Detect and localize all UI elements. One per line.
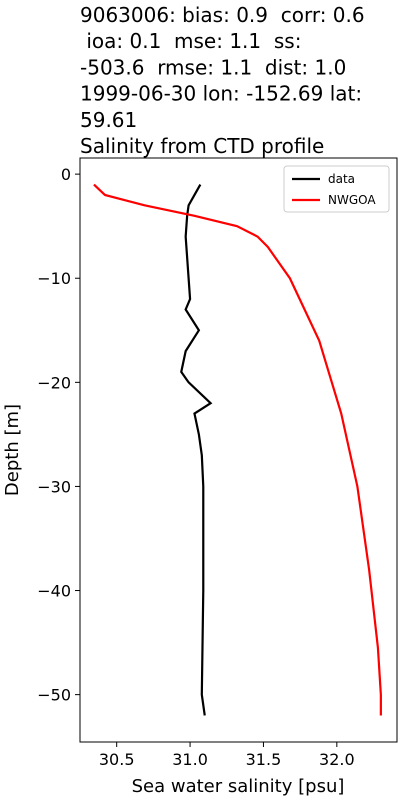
x-tick-label: 32.0: [319, 750, 355, 769]
x-tick-label: 30.5: [99, 750, 135, 769]
y-tick-label: 0: [61, 165, 71, 184]
title-line: -503.6 rmse: 1.1 dist: 1.0: [80, 55, 346, 79]
y-axis-label: Depth [m]: [2, 404, 23, 496]
x-axis-label: Sea water salinity [psu]: [132, 776, 345, 797]
y-tick-label: −20: [37, 373, 71, 392]
series-line: [180, 184, 213, 716]
title-block: 9063006: bias: 0.9 corr: 0.6 ioa: 0.1 ms…: [80, 3, 365, 158]
title-line: Salinity from CTD profile: [80, 134, 324, 158]
title-line: ioa: 0.1 mse: 1.1 ss:: [80, 29, 301, 53]
legend-label: data: [328, 172, 355, 186]
title-line: 59.61: [80, 108, 137, 132]
plot-frame: [79, 157, 398, 743]
y-tick-label: −40: [37, 582, 71, 601]
legend-label: NWGOA: [328, 193, 376, 207]
title-line: 1999-06-30 lon: -152.69 lat:: [80, 82, 362, 106]
y-tick-label: −30: [37, 477, 71, 496]
y-tick-label: −10: [37, 269, 71, 288]
y-tick-label: −50: [37, 686, 71, 705]
series-line: [93, 183, 382, 716]
x-tick-label: 31.5: [246, 750, 282, 769]
x-tick-label: 31.0: [172, 750, 208, 769]
title-line: 9063006: bias: 0.9 corr: 0.6: [80, 3, 365, 27]
